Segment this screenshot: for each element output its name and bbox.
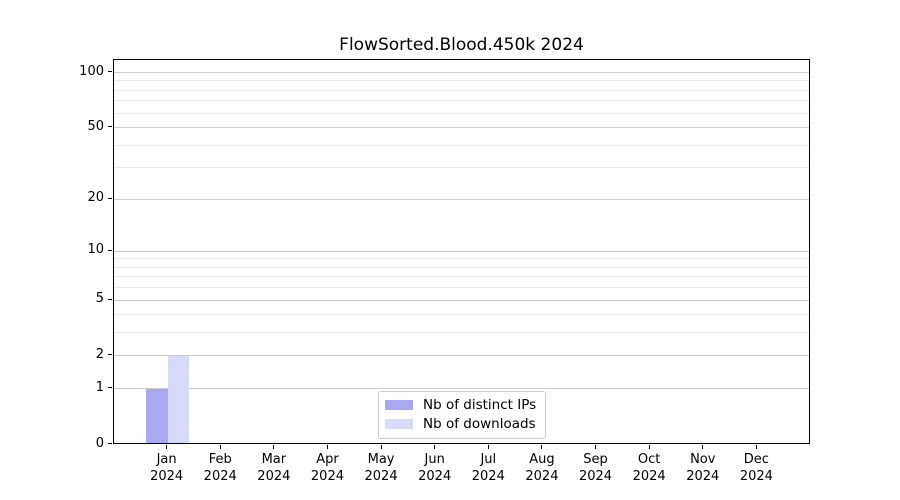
- x-tick-sublabel: 2024: [578, 468, 613, 484]
- y-tick-label: 1: [95, 379, 104, 395]
- y-tick-mark: [108, 387, 112, 389]
- legend-label-downloads: Nb of downloads: [423, 416, 536, 432]
- major-gridline: [114, 127, 809, 129]
- y-tick-mark: [108, 197, 112, 199]
- x-tick-sublabel: 2024: [364, 468, 398, 484]
- minor-gridline: [114, 276, 809, 278]
- x-tick-sublabel: 2024: [632, 468, 666, 484]
- minor-gridline: [114, 80, 809, 82]
- x-tick-label: Nov 2024: [671, 451, 735, 485]
- minor-gridline: [114, 167, 809, 169]
- x-tick-mark: [702, 444, 704, 449]
- x-tick-label: Jun 2024: [403, 451, 467, 485]
- minor-gridline: [114, 112, 809, 114]
- x-tick-mark: [595, 444, 597, 449]
- y-tick-mark: [108, 443, 112, 444]
- x-tick-label: Jul 2024: [456, 451, 520, 485]
- major-gridline: [114, 198, 809, 200]
- minor-gridline: [114, 258, 809, 260]
- x-tick-label: Sep 2024: [564, 451, 628, 485]
- minor-gridline: [114, 89, 809, 91]
- bar-nb-of-downloads: [167, 355, 190, 444]
- plot-area: [113, 59, 810, 444]
- x-tick-mark: [273, 444, 275, 449]
- x-tick-sublabel: 2024: [203, 468, 237, 484]
- x-tick-label: Mar 2024: [242, 451, 306, 485]
- x-tick-label: Oct 2024: [617, 451, 681, 485]
- minor-gridline: [114, 144, 809, 146]
- y-tick-label: 10: [87, 242, 104, 258]
- y-tick-mark: [108, 126, 112, 128]
- legend-label-distinct-ips: Nb of distinct IPs: [423, 397, 537, 413]
- x-tick-sublabel: 2024: [310, 468, 344, 484]
- y-tick-label: 2: [95, 346, 104, 362]
- x-tick-mark: [166, 444, 168, 449]
- minor-gridline: [114, 314, 809, 316]
- x-tick-mark: [380, 444, 382, 449]
- y-tick-label: 50: [87, 118, 104, 134]
- x-tick-sublabel: 2024: [686, 468, 720, 484]
- x-tick-label: Apr 2024: [295, 451, 359, 485]
- legend-swatch-downloads: [385, 419, 413, 429]
- x-tick-sublabel: 2024: [471, 468, 505, 484]
- legend-item-downloads: Nb of downloads: [385, 416, 536, 432]
- x-tick-mark: [487, 444, 489, 449]
- major-gridline: [114, 72, 809, 74]
- x-tick-mark: [648, 444, 650, 449]
- x-tick-label: Jan 2024: [135, 451, 199, 485]
- minor-gridline: [114, 266, 809, 268]
- x-tick-sublabel: 2024: [739, 468, 773, 484]
- x-tick-mark: [541, 444, 543, 449]
- legend: Nb of distinct IPs Nb of downloads: [378, 391, 547, 439]
- y-tick-mark: [108, 298, 112, 300]
- x-tick-mark: [755, 444, 757, 449]
- legend-item-distinct-ips: Nb of distinct IPs: [385, 397, 536, 413]
- y-tick-mark: [108, 354, 112, 356]
- x-tick-label: Feb 2024: [188, 451, 252, 485]
- x-tick-label: Aug 2024: [510, 451, 574, 485]
- y-tick-label: 100: [79, 63, 104, 79]
- x-tick-mark: [326, 444, 328, 449]
- major-gridline: [114, 388, 809, 390]
- x-tick-label: May 2024: [349, 451, 413, 485]
- y-tick-label: 20: [87, 190, 104, 206]
- major-gridline: [114, 299, 809, 301]
- major-gridline: [114, 355, 809, 357]
- legend-swatch-distinct-ips: [385, 400, 413, 410]
- y-tick-mark: [108, 249, 112, 251]
- major-gridline: [114, 250, 809, 252]
- x-tick-label: Dec 2024: [724, 451, 788, 485]
- x-tick-sublabel: 2024: [150, 468, 184, 484]
- minor-gridline: [114, 100, 809, 102]
- minor-gridline: [114, 287, 809, 289]
- minor-gridline: [114, 332, 809, 334]
- x-tick-sublabel: 2024: [525, 468, 559, 484]
- x-tick-mark: [434, 444, 436, 449]
- chart-title: FlowSorted.Blood.450k 2024: [339, 35, 584, 55]
- x-tick-sublabel: 2024: [418, 468, 452, 484]
- bar-nb-of-distinct-ips: [146, 388, 168, 444]
- y-tick-label: 5: [95, 291, 104, 307]
- y-tick-label: 0: [95, 435, 104, 451]
- x-tick-mark: [219, 444, 221, 449]
- y-tick-mark: [108, 71, 112, 73]
- x-tick-sublabel: 2024: [257, 468, 291, 484]
